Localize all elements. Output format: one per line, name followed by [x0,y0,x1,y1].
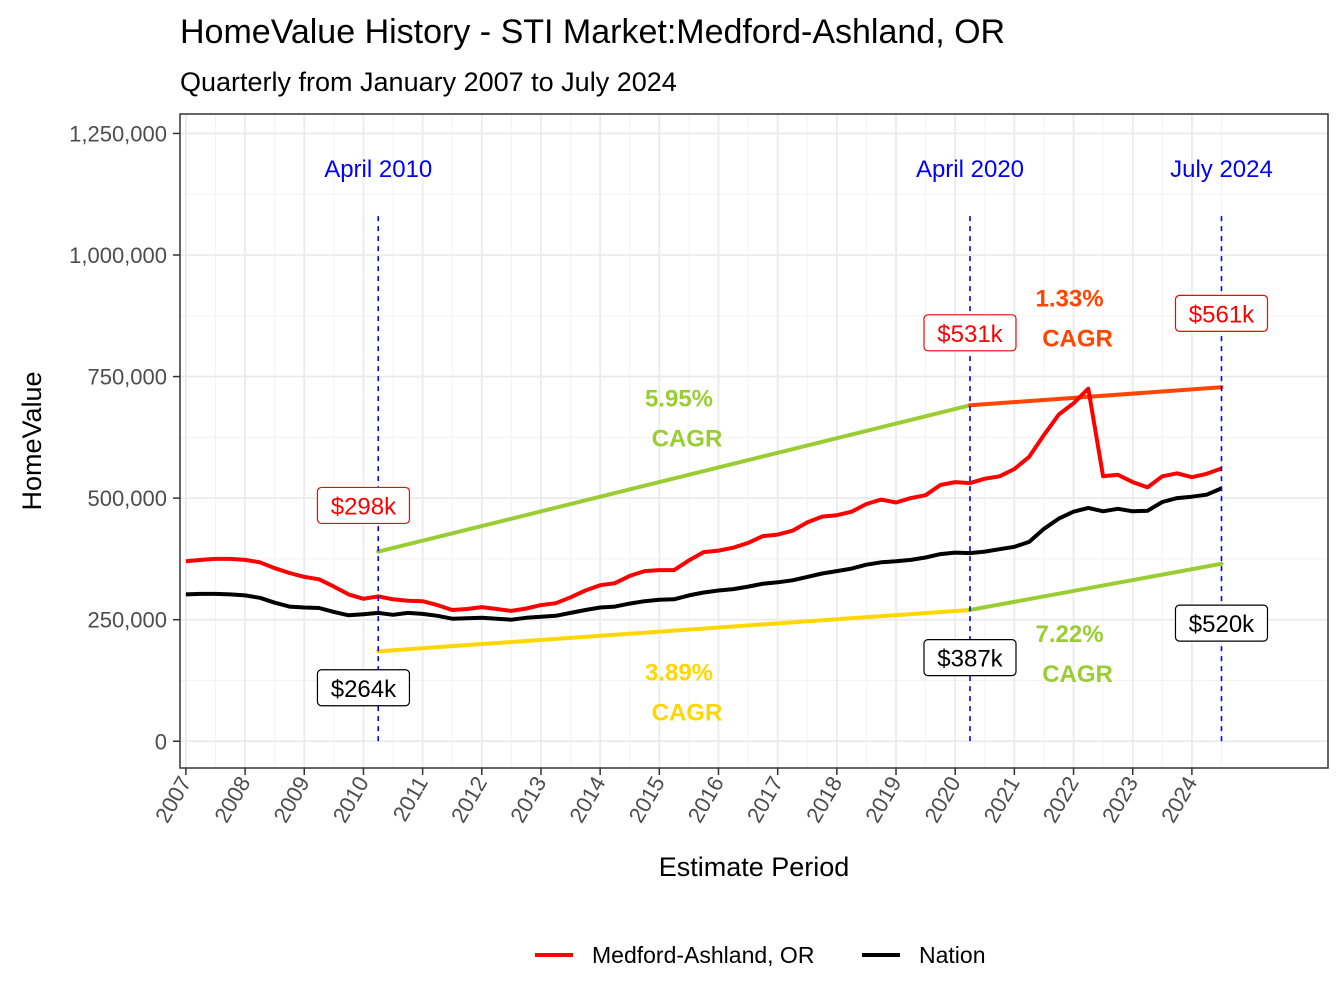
cagr-caption: CAGR [652,700,723,727]
y-tick-label: 250,000 [87,608,167,633]
x-tick-label: 2014 [564,772,610,827]
trend-line [376,403,972,554]
x-tick-label: 2010 [328,772,374,827]
grid-major [180,114,1328,768]
trend-lines [376,385,1224,654]
trend-line [376,607,972,654]
y-tick-label: 1,000,000 [69,243,167,268]
y-tick-label: 1,250,000 [69,121,167,146]
series-line [185,386,1223,613]
chart-title: HomeValue History - STI Market:Medford-A… [180,13,1005,51]
vline-label: July 2024 [1170,156,1273,183]
x-tick-label: 2012 [446,772,492,827]
y-tick-label: 0 [155,729,167,754]
value-box [923,314,1017,352]
vline-label: April 2010 [324,156,432,183]
x-tick-label: 2017 [742,772,788,827]
value-box-label: $561k [1189,301,1255,328]
series-line [185,486,1223,622]
cagr-value: 5.95% [645,385,713,412]
plot-area: April 2010 April 2020 July 2024 5.95% CAGR 1… [179,113,1329,769]
x-tick-label: 2015 [624,772,670,827]
x-tick-label: 2007 [150,772,196,827]
vline-label: April 2020 [916,156,1024,183]
cagr-caption: CAGR [1042,661,1113,688]
series-lines [185,386,1223,622]
cagr-value: 1.33% [1036,286,1104,313]
x-tick-label: 2022 [1038,772,1084,827]
y-tick-label: 750,000 [87,365,167,390]
value-box [316,486,411,525]
value-box [1174,294,1269,332]
legend-label-nation: Nation [919,942,985,968]
cagr-value: 3.89% [645,660,713,687]
x-tick-label: 2019 [860,772,906,827]
value-box [923,639,1017,677]
x-axis: 2007 2008 2009 2010 2011 2012 2013 2014 2015 2016… [150,768,1202,827]
y-axis-title: HomeValue [17,371,47,510]
cagr-caption: CAGR [1042,326,1113,353]
x-tick-label: 2023 [1097,772,1143,827]
value-boxes: $298k $531k $561k $264k $387k $520k [316,294,1269,707]
x-tick-label: 2016 [683,772,729,827]
legend-label-medford: Medford-Ashland, OR [592,942,814,968]
x-axis-title: Estimate Period [659,852,850,882]
vertical-markers: April 2010 April 2020 July 2024 [324,156,1273,742]
trend-line [967,561,1224,612]
cagr-caption: CAGR [652,425,723,452]
x-tick-label: 2020 [919,772,965,827]
y-tick-label: 500,000 [87,486,167,511]
cagr-value: 7.22% [1036,621,1104,648]
value-box-label: $387k [937,646,1003,673]
value-box-label: $298k [331,493,397,520]
value-box-label: $264k [331,676,397,703]
value-box-label: $520k [1189,611,1255,638]
x-tick-label: 2021 [979,772,1025,827]
x-tick-label: 2018 [801,772,847,827]
x-tick-label: 2011 [388,772,433,825]
value-box-label: $531k [937,321,1003,348]
value-box [316,669,411,707]
value-box [1174,604,1269,642]
trend-line [967,385,1224,408]
x-tick-label: 2024 [1156,772,1202,827]
cagr-labels: 5.95% CAGR 1.33% CAGR 3.89% CAGR 7.22% CAGR [645,286,1113,727]
x-tick-label: 2009 [268,772,314,827]
x-tick-label: 2008 [209,772,255,827]
x-tick-label: 2013 [505,772,551,827]
y-axis: 0 250,000 500,000 750,000 1,000,000 1,250,000 [69,121,180,754]
chart-subtitle: Quarterly from January 2007 to July 2024 [180,67,677,97]
plot-border [179,113,1329,769]
legend: Medford-Ashland, OR Nation [535,942,985,968]
